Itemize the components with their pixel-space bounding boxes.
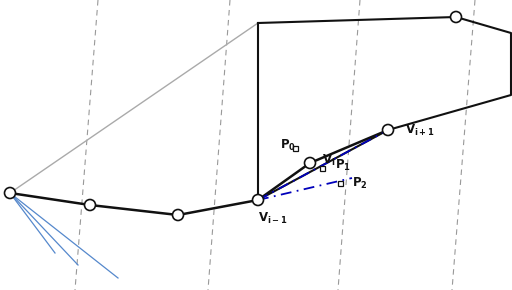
Text: $\mathbf{P_2}$: $\mathbf{P_2}$ [352,175,368,191]
Bar [319,166,325,171]
Bar [292,146,297,151]
Text: $\mathbf{V_{i-1}}$: $\mathbf{V_{i-1}}$ [258,211,287,226]
Text: $\mathbf{V_{i+1}}$: $\mathbf{V_{i+1}}$ [405,122,434,137]
Circle shape [252,195,264,206]
Circle shape [451,12,461,23]
Text: $\mathbf{P_0}$: $\mathbf{P_0}$ [280,137,296,153]
Circle shape [84,200,96,211]
Text: $\mathbf{P_1}$: $\mathbf{P_1}$ [335,157,351,173]
Circle shape [382,124,394,135]
Text: $\mathbf{V_i}$: $\mathbf{V_i}$ [322,153,335,168]
Bar [337,180,343,186]
Circle shape [173,209,183,220]
Circle shape [5,188,15,198]
Circle shape [305,157,315,168]
